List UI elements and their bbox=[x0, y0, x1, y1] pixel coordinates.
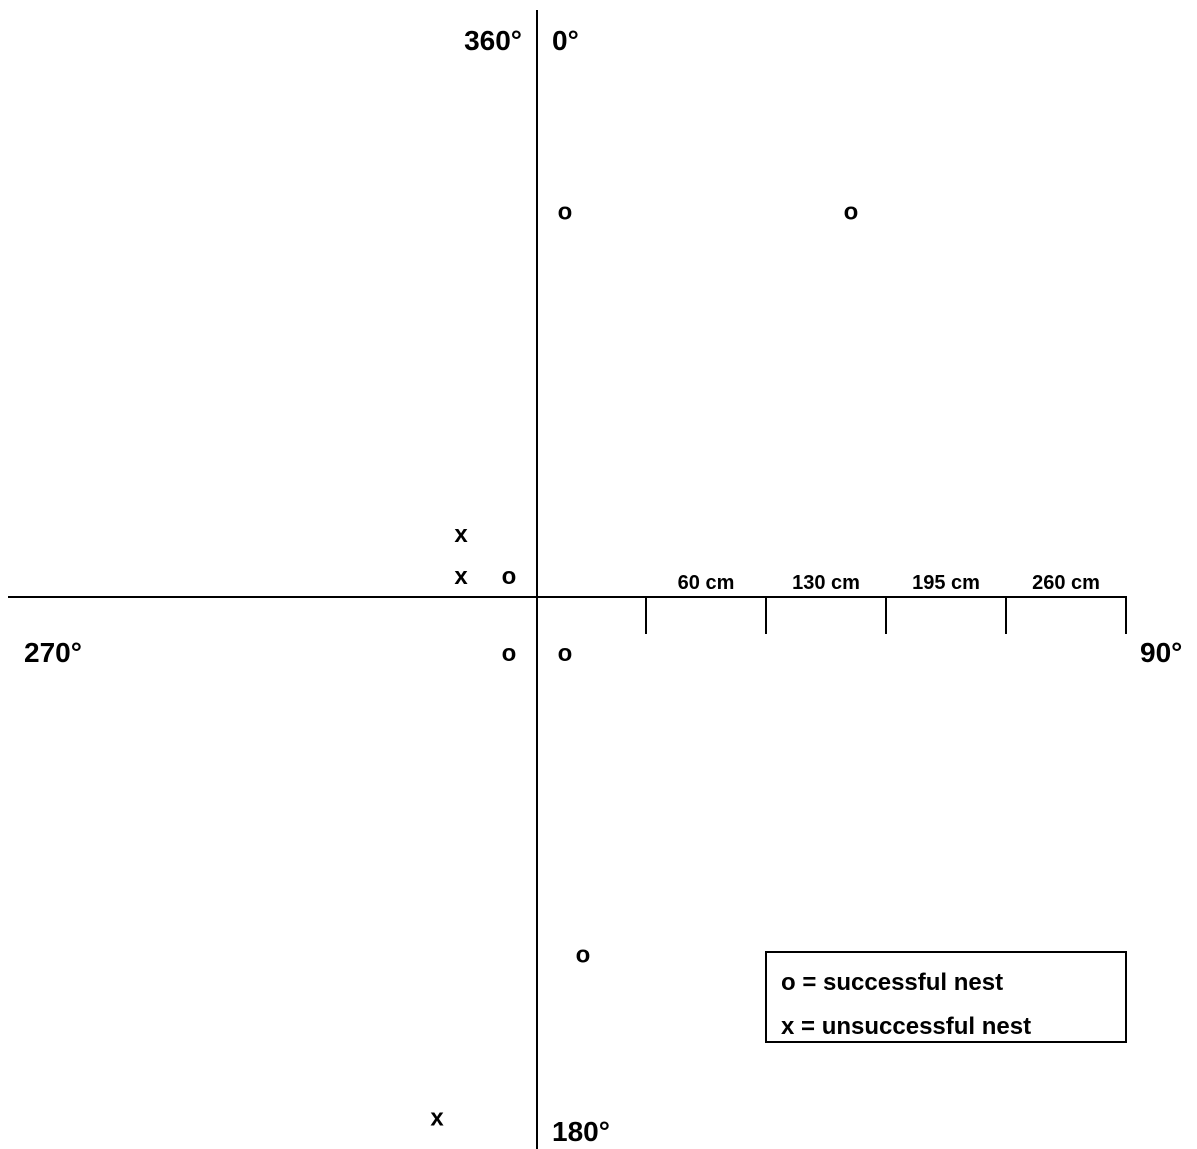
direction-label-90: 90° bbox=[1140, 637, 1182, 668]
legend-entry-successful: o = successful nest bbox=[781, 969, 1003, 996]
unsuccessful-nest-marker: x bbox=[430, 1105, 444, 1132]
successful-nest-marker: o bbox=[502, 640, 517, 667]
direction-label-360: 360° bbox=[464, 25, 522, 56]
direction-label-180: 180° bbox=[552, 1116, 610, 1147]
scale-label-130: 130 cm bbox=[792, 572, 860, 594]
successful-nest-marker: o bbox=[502, 563, 517, 590]
unsuccessful-nest-marker: x bbox=[454, 563, 468, 590]
legend: o = successful nest x = unsuccessful nes… bbox=[765, 951, 1127, 1043]
successful-nest-marker: o bbox=[576, 941, 591, 968]
scale-label-260: 260 cm bbox=[1032, 572, 1100, 594]
scale-label-195: 195 cm bbox=[912, 572, 980, 594]
legend-box bbox=[765, 951, 1127, 1043]
successful-nest-marker: o bbox=[558, 640, 573, 667]
successful-nest-marker: o bbox=[558, 198, 573, 225]
scale-label-60: 60 cm bbox=[678, 572, 735, 594]
unsuccessful-nest-marker: x bbox=[454, 521, 468, 548]
direction-label-0: 0° bbox=[552, 25, 579, 56]
successful-nest-marker: o bbox=[844, 198, 859, 225]
legend-entry-unsuccessful: x = unsuccessful nest bbox=[781, 1013, 1031, 1040]
direction-label-270: 270° bbox=[24, 637, 82, 668]
distance-scale: 60 cm 130 cm 195 cm 260 cm bbox=[645, 572, 1127, 634]
